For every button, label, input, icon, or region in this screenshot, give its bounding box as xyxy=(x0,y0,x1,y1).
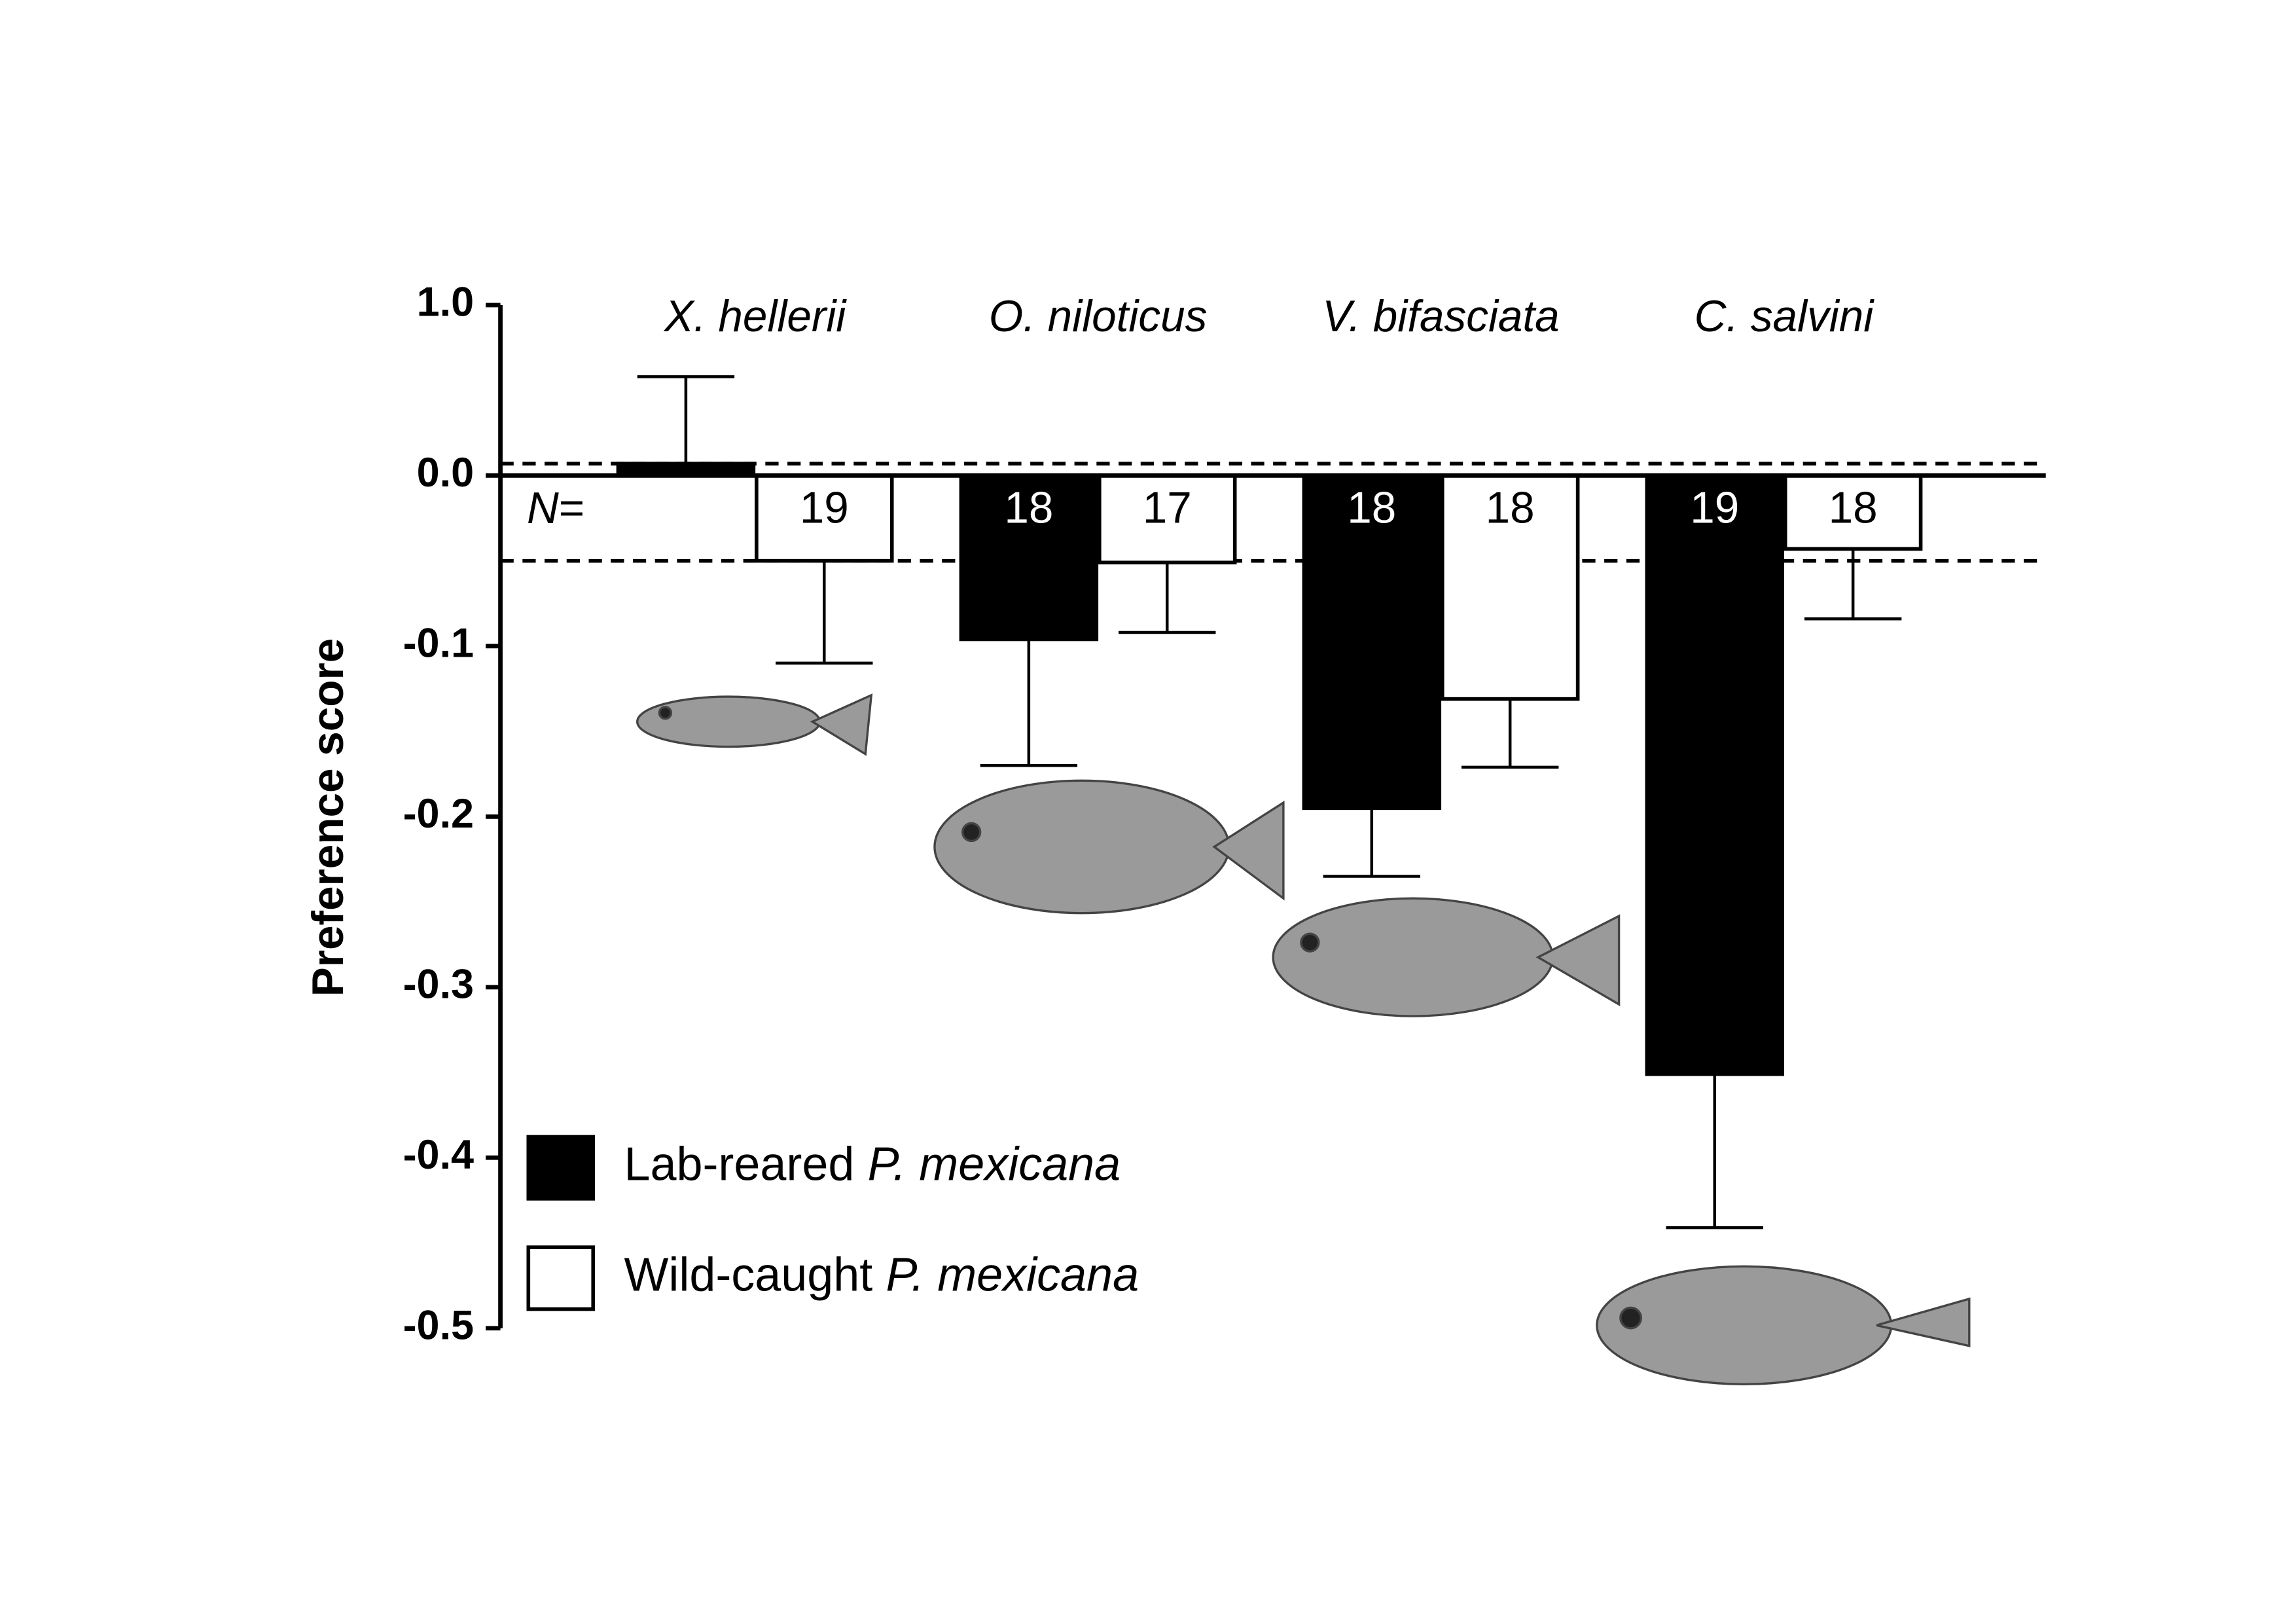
n-label: 19 xyxy=(1690,484,1739,533)
n-label: 17 xyxy=(1143,484,1192,533)
n-label: 18 xyxy=(661,484,710,533)
y-tick-label: 0.0 xyxy=(417,450,475,496)
error-bar xyxy=(1666,1074,1763,1230)
legend-label: Lab-reared P. mexicana xyxy=(624,1139,1121,1191)
category-label: X. hellerii xyxy=(663,292,847,341)
bar-group: 18 xyxy=(616,375,756,533)
legend-species: P. mexicana xyxy=(886,1249,1139,1301)
bar xyxy=(959,473,1099,642)
error-bar xyxy=(1323,808,1421,878)
fish-illustrations xyxy=(636,693,1971,1385)
n-prefix: N= xyxy=(527,484,584,533)
n-label: 19 xyxy=(800,484,849,533)
n-label: 18 xyxy=(1829,484,1878,533)
bar-group: 18 xyxy=(1440,473,1580,769)
error-bar xyxy=(637,375,735,464)
category-label: O. niloticus xyxy=(989,292,1208,341)
y-axis-title: Preference score xyxy=(304,638,353,996)
y-tick-label: -0.5 xyxy=(403,1302,474,1348)
y-tick-label: -0.2 xyxy=(403,791,474,837)
legend-name: Lab-reared xyxy=(624,1139,854,1191)
legend-species: P. mexicana xyxy=(868,1139,1121,1191)
fish-x-hellerii xyxy=(636,693,873,756)
legend-swatch xyxy=(526,1245,596,1311)
y-tick-label: -0.3 xyxy=(403,961,474,1007)
error-bar xyxy=(1119,562,1216,634)
category-label: C. salvini xyxy=(1695,292,1875,341)
error-bar xyxy=(1461,699,1559,769)
bar-group: 18 xyxy=(959,473,1099,767)
n-label: 18 xyxy=(1347,484,1396,533)
category-label: V. bifasciata xyxy=(1322,292,1559,341)
legend-label: Wild-caught P. mexicana xyxy=(624,1249,1139,1301)
y-tick-label: 1.0 xyxy=(417,280,475,325)
error-bar xyxy=(776,560,873,665)
fish-v-bifasciata xyxy=(1272,897,1621,1017)
bar xyxy=(1097,473,1237,565)
fish-c-salvini xyxy=(1596,1265,1971,1385)
bar-group: 17 xyxy=(1097,473,1237,634)
legend-swatch xyxy=(526,1135,596,1201)
bar xyxy=(1645,473,1785,1076)
n-equals: = xyxy=(559,484,584,533)
n-label: 18 xyxy=(1486,484,1535,533)
y-tick-label: -0.4 xyxy=(403,1132,474,1178)
n-label: 18 xyxy=(1004,484,1053,533)
n-symbol: N xyxy=(527,484,559,533)
legend-name: Wild-caught xyxy=(624,1249,872,1301)
y-tick-label: -0.1 xyxy=(403,621,474,666)
error-bar xyxy=(980,639,1078,767)
error-bar xyxy=(1804,549,1902,621)
fish-o-niloticus xyxy=(933,779,1285,915)
